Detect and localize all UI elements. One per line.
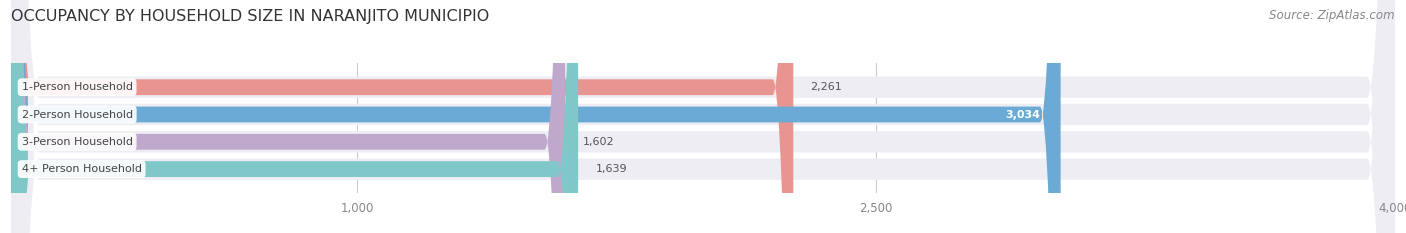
Text: 1,602: 1,602	[582, 137, 614, 147]
Text: 3,034: 3,034	[1005, 110, 1040, 120]
FancyBboxPatch shape	[11, 0, 1395, 233]
FancyBboxPatch shape	[11, 0, 1060, 233]
Text: 1-Person Household: 1-Person Household	[21, 82, 132, 92]
FancyBboxPatch shape	[11, 0, 1395, 233]
FancyBboxPatch shape	[11, 0, 1395, 233]
Text: Source: ZipAtlas.com: Source: ZipAtlas.com	[1270, 9, 1395, 22]
Text: 4+ Person Household: 4+ Person Household	[21, 164, 142, 174]
Text: 2-Person Household: 2-Person Household	[21, 110, 132, 120]
Text: 2,261: 2,261	[811, 82, 842, 92]
Text: 3-Person Household: 3-Person Household	[21, 137, 132, 147]
FancyBboxPatch shape	[11, 0, 1395, 233]
FancyBboxPatch shape	[11, 0, 793, 233]
Text: 1,639: 1,639	[595, 164, 627, 174]
FancyBboxPatch shape	[11, 0, 578, 233]
FancyBboxPatch shape	[11, 0, 565, 233]
Text: OCCUPANCY BY HOUSEHOLD SIZE IN NARANJITO MUNICIPIO: OCCUPANCY BY HOUSEHOLD SIZE IN NARANJITO…	[11, 9, 489, 24]
